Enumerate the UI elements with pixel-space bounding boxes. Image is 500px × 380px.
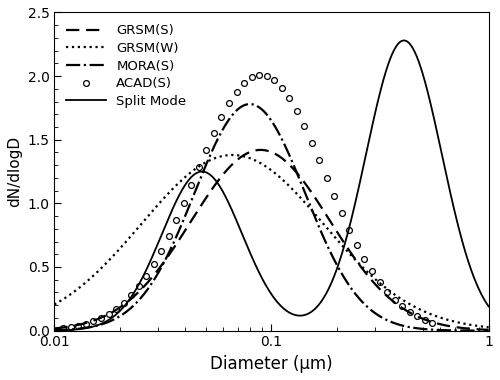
Split Mode (52, 328, 58, 333)
ACAD(S) (294, 109, 300, 114)
X-axis label: Diameter (μm): Diameter (μm) (210, 355, 333, 373)
GRSM(S) (227, 165, 233, 169)
ACAD(S) (422, 318, 428, 322)
MORA(S) (242, 103, 248, 107)
GRSM(W) (96, 268, 102, 273)
ACAD(S) (346, 227, 352, 232)
ACAD(S) (362, 256, 368, 261)
GRSM(W) (52, 302, 58, 307)
Split Mode (486, 304, 492, 309)
GRSM(W) (243, 155, 249, 159)
ACAD(S) (286, 96, 292, 100)
Y-axis label: dN/dlogD: dN/dlogD (7, 136, 22, 207)
MORA(S) (247, 102, 253, 106)
ACAD(S) (83, 321, 89, 326)
GRSM(W) (486, 325, 492, 329)
Line: MORA(S): MORA(S) (54, 104, 488, 331)
ACAD(S) (113, 307, 119, 311)
Line: ACAD(S): ACAD(S) (60, 72, 435, 331)
ACAD(S) (196, 165, 202, 170)
ACAD(S) (90, 319, 96, 323)
ACAD(S) (248, 75, 254, 79)
ACAD(S) (181, 201, 187, 205)
GRSM(S) (258, 147, 264, 152)
ACAD(S) (158, 249, 164, 253)
GRSM(W) (390, 291, 396, 296)
ACAD(S) (174, 218, 180, 222)
ACAD(S) (324, 176, 330, 180)
ACAD(S) (136, 284, 141, 289)
ACAD(S) (256, 73, 262, 77)
Line: GRSM(S): GRSM(S) (54, 150, 488, 330)
ACAD(S) (98, 316, 104, 320)
GRSM(S) (390, 299, 396, 304)
GRSM(S) (242, 152, 248, 156)
ACAD(S) (376, 280, 382, 285)
ACAD(S) (278, 86, 284, 90)
ACAD(S) (414, 314, 420, 319)
Split Mode (227, 204, 233, 208)
ACAD(S) (316, 158, 322, 162)
GRSM(S) (398, 305, 404, 310)
Split Mode (401, 38, 407, 43)
ACAD(S) (218, 115, 224, 119)
ACAD(S) (271, 78, 277, 82)
Line: GRSM(W): GRSM(W) (54, 155, 488, 327)
ACAD(S) (392, 298, 398, 302)
GRSM(S) (52, 326, 58, 331)
Split Mode (398, 39, 404, 44)
MORA(S) (390, 321, 396, 325)
Line: Split Mode: Split Mode (54, 40, 488, 331)
ACAD(S) (120, 300, 126, 305)
ACAD(S) (150, 262, 156, 266)
MORA(S) (486, 328, 492, 333)
ACAD(S) (188, 183, 194, 188)
Split Mode (96, 323, 102, 327)
ACAD(S) (384, 290, 390, 294)
ACAD(S) (60, 326, 66, 330)
ACAD(S) (241, 81, 247, 85)
ACAD(S) (143, 274, 149, 278)
MORA(S) (350, 288, 356, 293)
GRSM(W) (350, 255, 356, 260)
ACAD(S) (68, 325, 74, 329)
MORA(S) (398, 323, 404, 328)
GRSM(S) (486, 328, 492, 332)
ACAD(S) (166, 234, 172, 238)
ACAD(S) (234, 89, 239, 94)
ACAD(S) (339, 211, 345, 215)
MORA(S) (227, 116, 233, 120)
MORA(S) (52, 328, 58, 332)
ACAD(S) (128, 293, 134, 298)
GRSM(W) (230, 153, 235, 157)
ACAD(S) (204, 147, 210, 152)
ACAD(S) (354, 242, 360, 247)
ACAD(S) (106, 312, 112, 316)
ACAD(S) (309, 140, 315, 145)
ACAD(S) (264, 74, 270, 78)
ACAD(S) (226, 101, 232, 106)
ACAD(S) (76, 323, 82, 328)
GRSM(W) (227, 153, 233, 157)
GRSM(S) (350, 254, 356, 258)
Split Mode (390, 50, 396, 55)
ACAD(S) (332, 193, 338, 198)
Legend: GRSM(S), GRSM(W), MORA(S), ACAD(S), Split Mode: GRSM(S), GRSM(W), MORA(S), ACAD(S), Spli… (61, 19, 192, 113)
Split Mode (242, 240, 248, 245)
ACAD(S) (211, 130, 217, 135)
ACAD(S) (399, 304, 405, 309)
Split Mode (350, 212, 356, 217)
GRSM(W) (398, 297, 404, 301)
ACAD(S) (369, 269, 375, 274)
ACAD(S) (429, 320, 435, 325)
ACAD(S) (302, 124, 308, 128)
GRSM(S) (96, 317, 102, 321)
ACAD(S) (406, 310, 412, 314)
MORA(S) (96, 323, 102, 328)
